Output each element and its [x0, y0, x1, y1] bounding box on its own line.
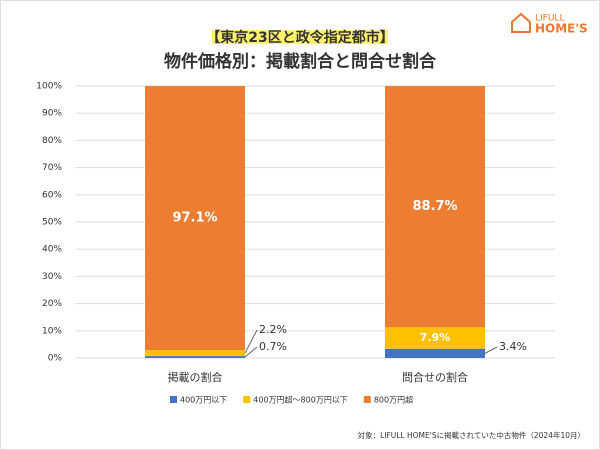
- value-label: 2.2%: [259, 323, 287, 336]
- y-tick-label: 10%: [42, 326, 62, 336]
- logo-bottom: HOME'S: [535, 22, 588, 36]
- chart-title: 物件価格別：掲載割合と問合せ割合: [164, 51, 437, 72]
- value-label: 97.1%: [172, 211, 217, 226]
- bar-segment: [385, 86, 485, 328]
- y-tick-label: 100%: [36, 82, 62, 92]
- leader-line: [484, 346, 498, 354]
- x-tick-label: 掲載の割合: [168, 370, 223, 384]
- leader-line: [244, 329, 258, 354]
- y-tick-label: 90%: [42, 109, 62, 119]
- y-tick-label: 70%: [42, 163, 62, 173]
- y-tick-label: 50%: [42, 218, 62, 228]
- bar-segment: [385, 348, 485, 358]
- legend-label: 800万円超: [374, 395, 413, 405]
- y-tick-label: 80%: [42, 136, 62, 146]
- leader-line: [244, 346, 258, 358]
- y-tick-label: 20%: [42, 299, 62, 309]
- legend-swatch: [243, 396, 251, 403]
- header-highlight: [212, 30, 388, 44]
- value-label: 7.9%: [420, 331, 451, 344]
- logo: LIFULL HOME'S: [511, 12, 588, 36]
- y-tick-label: 30%: [42, 272, 62, 282]
- value-label: 3.4%: [499, 340, 527, 353]
- legend-label: 400万円以下: [180, 396, 227, 405]
- chart-header: 【東京23区と政令指定都市】: [206, 29, 393, 46]
- legend-label: 400万円超～800万円以下: [253, 395, 348, 405]
- x-tick-label: 問合せの割合: [402, 370, 468, 384]
- y-tick-label: 60%: [42, 190, 62, 200]
- footnote: 対象：LIFULL HOME'Sに掲載されていた中古物件（2024年10月）: [358, 430, 585, 440]
- bar-segment: [145, 86, 245, 351]
- legend-swatch: [170, 396, 177, 403]
- y-tick-label: 40%: [42, 245, 62, 255]
- bar-segment: [145, 350, 245, 357]
- value-label: 0.7%: [259, 340, 287, 353]
- bar-segment: [385, 327, 485, 349]
- logo-icon: [511, 12, 531, 33]
- value-label: 88.7%: [412, 199, 457, 214]
- y-tick-label: 0%: [48, 354, 63, 364]
- legend-swatch: [363, 396, 371, 403]
- logo-top: LIFULL: [535, 14, 564, 24]
- bar-segment: [145, 356, 245, 358]
